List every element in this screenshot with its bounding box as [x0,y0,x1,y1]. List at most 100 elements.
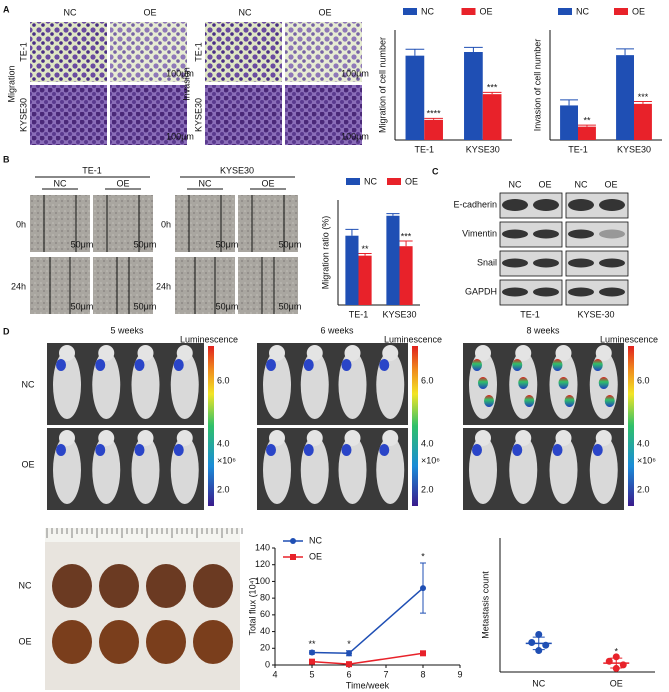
signal [512,444,523,456]
y-axis-label: Invasion of cell number [532,39,542,132]
column-label: OE [538,179,551,189]
signal [341,359,352,371]
error-bar [424,117,443,120]
mouse-head [344,430,361,446]
column-label: OE [116,178,129,188]
column-label: OE [604,179,617,189]
blot-band [568,287,594,297]
legend-swatch [403,8,417,15]
row-label: NC [22,379,35,389]
signal [173,359,184,371]
colorbar-title: Luminescence [180,334,238,344]
mouse-head [176,345,193,361]
blot-band [533,287,559,297]
blot-band [533,199,559,211]
scale-label: 100μm [341,131,369,141]
y-axis-label: Migration of cell number [377,37,387,133]
signal [379,444,390,456]
blot-band [599,258,625,268]
protein-label: Snail [477,257,497,267]
scale-label: 100μm [166,68,194,78]
blot-band [568,229,594,239]
error-bar [560,99,578,106]
x-tick-label: OE [610,678,623,688]
lung [193,564,233,608]
colorbar-tick: 2.0 [217,484,230,494]
significance: * [421,551,425,561]
colorbar-tick: 6.0 [637,375,650,385]
marker [420,585,426,592]
signal [592,444,603,456]
scratch-image [175,257,235,314]
assay-label: Invasion [181,67,191,101]
mouse-head [137,430,154,446]
row-label: NC [19,580,32,590]
x-tick-label: KYSE30 [382,309,416,319]
cell-line-label: TE-1 [82,165,102,175]
y-tick-label: 40 [260,626,270,636]
bar [578,126,596,140]
lung [99,620,139,664]
scale-label: 50μm [279,239,302,249]
significance: ** [308,639,316,649]
signal [472,359,482,371]
scratch-image [93,257,153,314]
significance: ** [362,244,370,254]
legend-label: OE [480,6,493,16]
marker [420,650,426,657]
scratch-image [30,195,90,252]
colorbar-tick: 2.0 [421,484,434,494]
column-label: NC [575,179,588,189]
blot-band [568,199,594,211]
time-label: 0h [161,219,171,229]
blot-band [502,287,528,297]
error-bar [578,124,596,127]
assay-label: Migration [6,65,16,102]
bar [386,215,400,305]
legend-label: NC [364,176,377,186]
time-label: 24h [156,281,171,291]
mouse-head [382,345,399,361]
micrograph [30,85,107,145]
mouse-head [515,430,532,446]
legend-label: NC [421,6,434,16]
mouse-head [269,430,285,446]
mouse-head [59,345,75,361]
bar [634,103,652,140]
column-label: OE [261,178,274,188]
x-axis-label: Time/week [346,680,390,690]
signal [95,444,106,456]
blot-band [568,258,594,268]
signal [552,359,563,371]
signal [518,377,529,389]
panel-label: B [3,154,10,164]
scale-label: 50μm [279,301,302,311]
week-label: 6 weeks [320,325,354,335]
x-tick-label: 8 [420,669,425,679]
mouse-head [595,430,612,446]
mouse-head [475,430,491,446]
signal [303,444,314,456]
x-tick-label: TE-1 [349,309,369,319]
signal [472,444,482,456]
mouse-head [515,345,532,361]
micrograph [205,85,282,145]
y-tick-label: 80 [260,593,270,603]
colorbar-tick: 4.0 [217,438,230,448]
signal [95,359,106,371]
x-tick-label: TE-1 [414,144,434,154]
protein-label: Vimentin [462,228,497,238]
marker [346,661,352,668]
y-tick-label: 0 [265,659,270,669]
mouse-head [344,345,361,361]
x-tick-label: NC [532,678,545,688]
signal [56,444,66,456]
signal [134,359,145,371]
y-tick-label: 20 [260,643,270,653]
signal [552,444,563,456]
bar [405,55,425,140]
signal [484,395,494,407]
lung [193,620,233,664]
y-tick-label: 140 [255,542,270,552]
